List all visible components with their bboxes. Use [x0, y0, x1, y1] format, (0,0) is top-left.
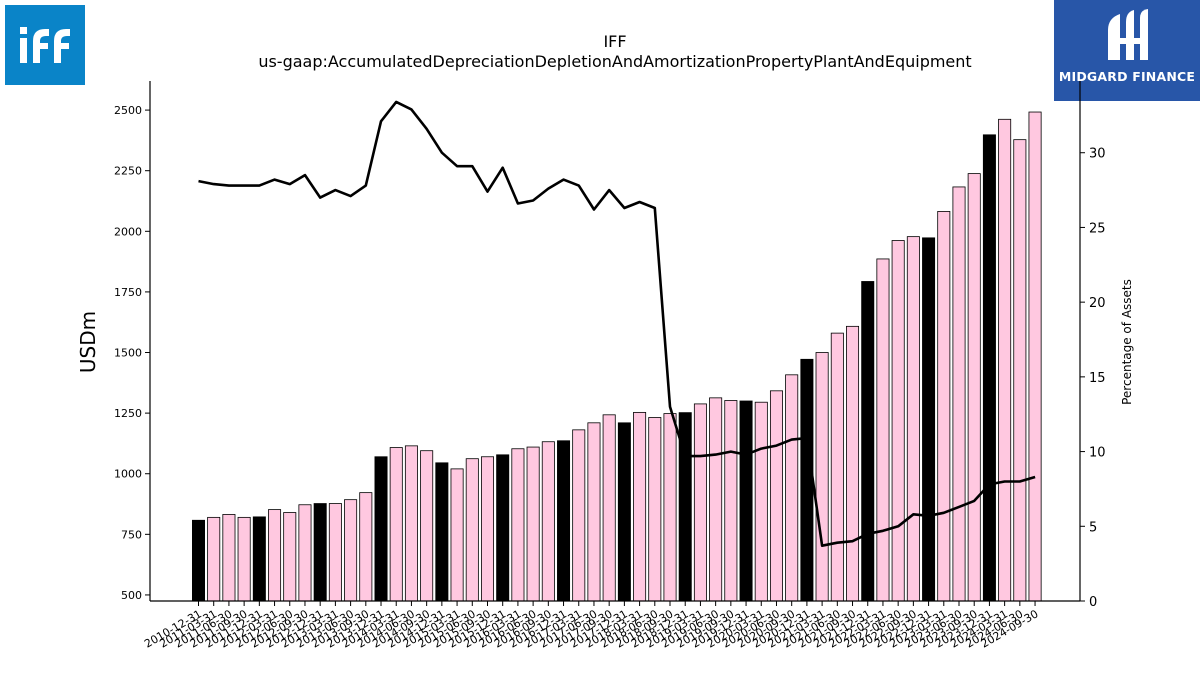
bar — [800, 358, 814, 602]
midgard-logo-text: MIDGARD FINANCE — [1058, 69, 1196, 84]
bar — [298, 504, 312, 602]
bar — [587, 422, 601, 602]
bar — [952, 186, 966, 602]
y-tick-label-left: 500 — [121, 589, 142, 602]
bar — [283, 512, 297, 602]
bar — [998, 118, 1012, 602]
bar — [496, 454, 510, 602]
midgard-logo-mark — [1108, 9, 1148, 60]
bar — [268, 509, 282, 602]
y-tick-label-left: 1000 — [114, 468, 142, 481]
bar — [1013, 139, 1027, 602]
bar — [617, 422, 631, 602]
bar — [648, 417, 662, 602]
bar — [769, 390, 783, 602]
bar — [815, 352, 829, 602]
y-tick-label-left: 750 — [121, 528, 142, 541]
bar — [465, 458, 479, 602]
y-tick-label-left: 1250 — [114, 407, 142, 420]
bar — [693, 403, 707, 602]
bar — [572, 429, 586, 602]
bar — [191, 519, 205, 602]
bar — [891, 240, 905, 602]
chart-title: IFF — [603, 32, 627, 51]
bar — [846, 325, 860, 602]
bar — [207, 516, 221, 602]
bar — [709, 397, 723, 602]
bar — [922, 237, 936, 602]
bar — [861, 281, 875, 602]
bar — [359, 492, 373, 602]
y-tick-label-right: 0 — [1089, 595, 1097, 610]
bar — [237, 516, 251, 602]
bar — [602, 414, 616, 602]
bar — [404, 445, 418, 602]
y-tick-label-right: 15 — [1089, 371, 1106, 386]
y-tick-label-left: 2500 — [114, 104, 142, 117]
bar — [663, 413, 677, 602]
bar — [435, 462, 449, 602]
bar — [982, 134, 996, 602]
bar — [420, 450, 434, 602]
bar — [785, 374, 799, 602]
bar — [344, 499, 358, 602]
bar — [541, 441, 555, 602]
y-tick-label-right: 25 — [1089, 221, 1106, 236]
bar — [876, 258, 890, 602]
bar — [724, 400, 738, 602]
bar — [389, 447, 403, 602]
bar — [511, 448, 525, 602]
y-tick-label-right: 20 — [1089, 296, 1106, 311]
y-tick-label-right: 10 — [1089, 446, 1106, 461]
iff-logo-mark — [20, 27, 70, 63]
bar — [830, 332, 844, 602]
bar — [633, 411, 647, 602]
chart-subtitle: us-gaap:AccumulatedDepreciationDepletion… — [258, 52, 972, 71]
bar — [526, 446, 540, 602]
bar — [480, 456, 494, 602]
y-tick-label-left: 1500 — [114, 347, 142, 360]
bar — [328, 503, 342, 602]
bar — [252, 516, 266, 602]
y-tick-label-right: 30 — [1089, 147, 1106, 162]
y-tick-label-right: 5 — [1089, 520, 1097, 535]
midgard-finance-logo: MIDGARD FINANCE — [1054, 0, 1200, 101]
bar — [1028, 111, 1042, 602]
bar — [739, 400, 753, 602]
bar — [906, 236, 920, 602]
y-tick-label-left: 1750 — [114, 286, 142, 299]
y-tick-label-left: 2250 — [114, 165, 142, 178]
y-tick-label-left: 2000 — [114, 225, 142, 238]
bar — [967, 173, 981, 602]
series-line — [198, 100, 1036, 548]
bar — [313, 503, 327, 602]
bar — [557, 440, 571, 602]
iff-logo — [5, 5, 85, 85]
bar — [450, 468, 464, 602]
bar — [374, 456, 388, 602]
bar — [937, 211, 951, 602]
bar — [222, 514, 236, 602]
bar — [754, 401, 768, 602]
